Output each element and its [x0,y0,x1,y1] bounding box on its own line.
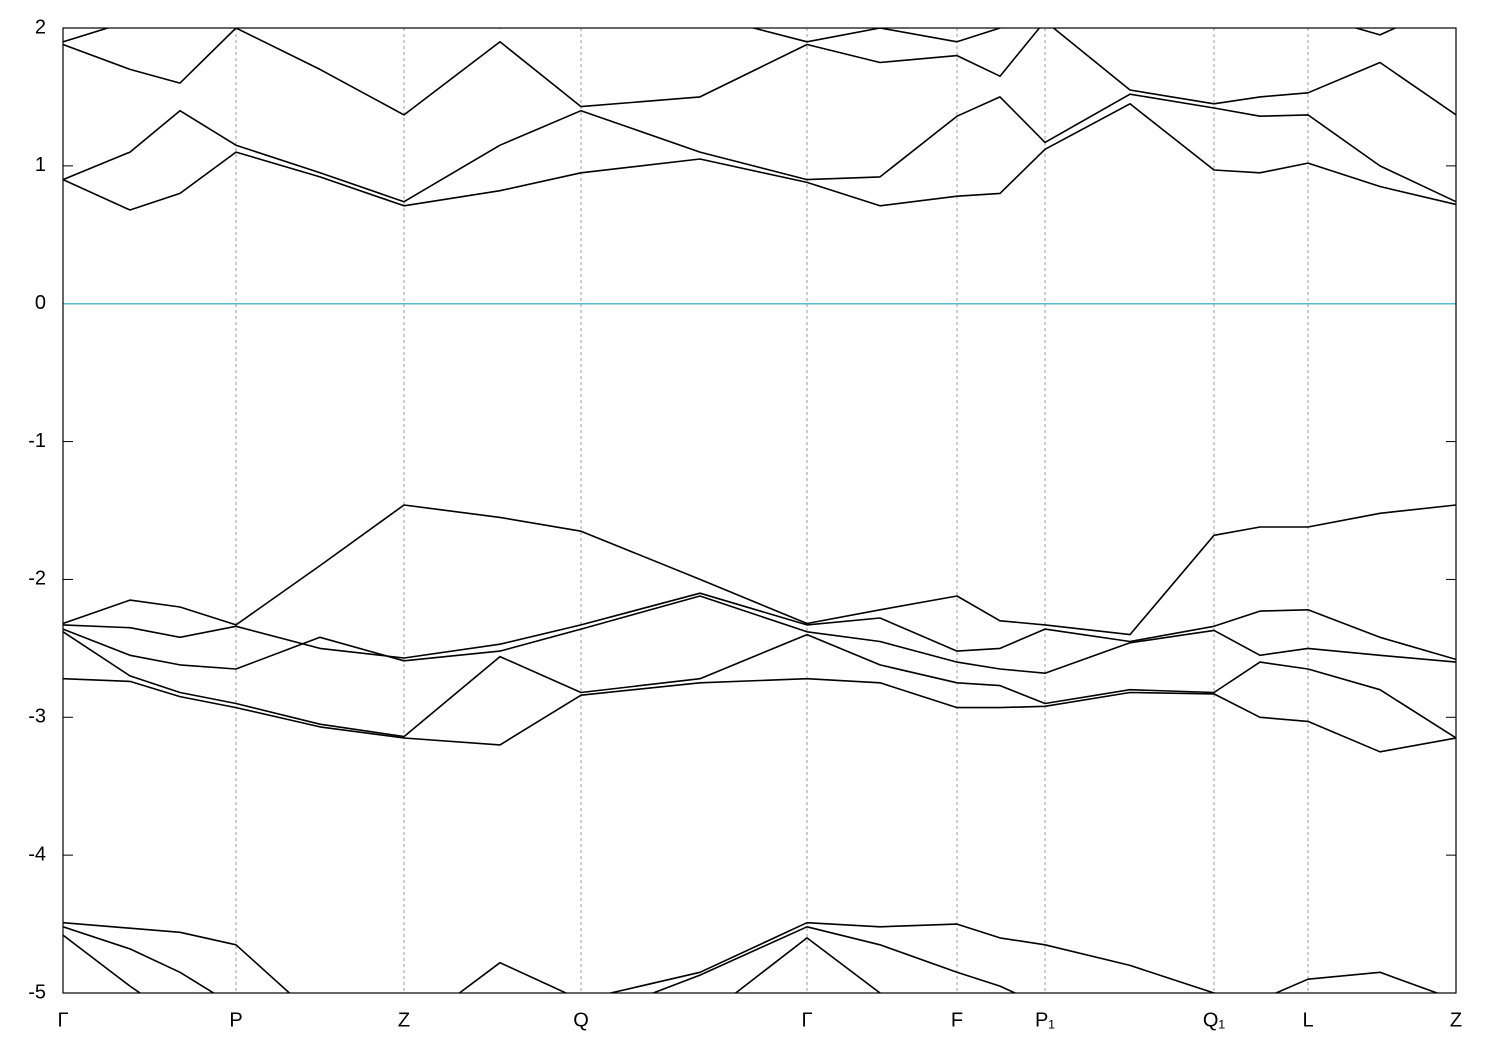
x-tick-label: F [951,1009,963,1031]
x-tick-label: P [229,1009,242,1031]
plot-area [63,28,1456,993]
band-line [63,28,1456,116]
y-tick-label: 1 [35,154,46,176]
plot-frame [62,27,1457,994]
band-line [63,592,1456,661]
x-tick-label: Z [1450,1009,1462,1031]
band-line [63,934,882,993]
band-line [63,504,1456,636]
band-line [63,631,1456,739]
y-tick-label: 0 [35,292,46,314]
x-tick-label: Q₁ [1203,1009,1226,1031]
band-line [63,921,1440,993]
band-line [63,926,1017,993]
band-line [63,103,1456,211]
band-line [63,93,1456,203]
x-tick-label: P₁ [1035,1009,1055,1031]
x-tick-label: L [1302,1009,1313,1031]
y-tick-label: -3 [28,706,46,728]
band-line [63,677,1456,753]
x-tick-label: Q [573,1009,589,1031]
x-tick-label: Z [398,1009,410,1031]
y-tick-label: -4 [28,843,46,865]
band-line [63,595,1456,674]
x-tick-label: Γ [801,1009,812,1031]
band-line [63,28,1398,43]
axis-labels: -5 -4 -3 -2 -1 0 1 2 Γ P Z Q Γ F P₁ Q₁ L Z [28,16,1462,1031]
y-tick-label: 2 [35,16,46,38]
x-tick-label: Γ [57,1009,68,1031]
y-tick-label: -2 [28,568,46,590]
y-tick-label: -5 [28,981,46,1003]
y-tick-label: -1 [28,430,46,452]
